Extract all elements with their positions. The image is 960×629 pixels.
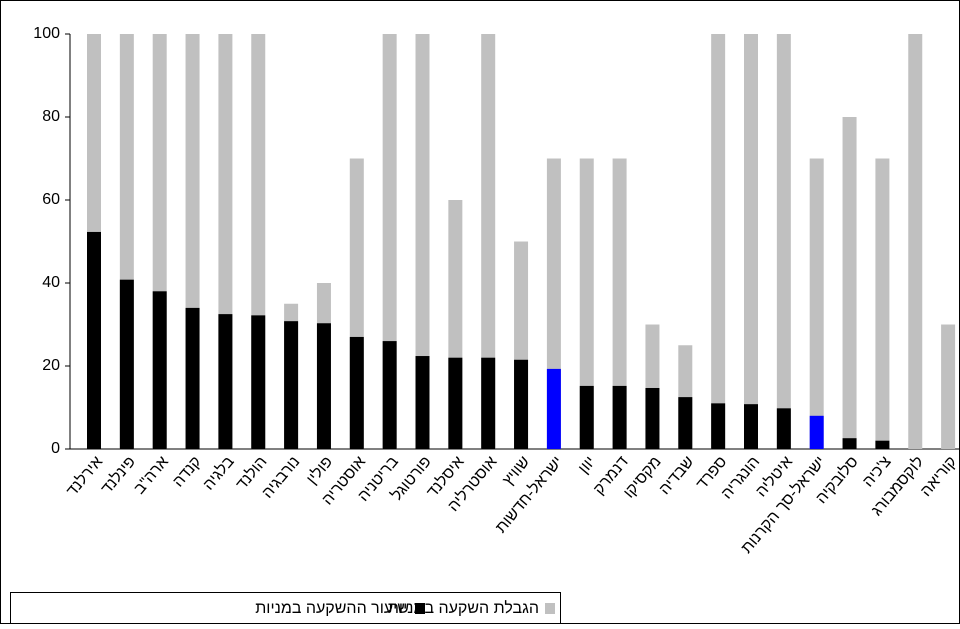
bar (612, 385, 627, 449)
y-tick-label: 100 (33, 25, 60, 42)
bar (809, 158, 824, 449)
bar (349, 336, 364, 449)
bar (711, 403, 726, 449)
bar (776, 408, 791, 449)
y-tick-label: 60 (42, 191, 60, 208)
y-tick-label: 80 (42, 108, 60, 125)
bar (875, 440, 890, 449)
bar (382, 341, 397, 449)
bar (908, 34, 923, 449)
legend-swatch (545, 603, 555, 614)
bar (645, 387, 660, 449)
bar (579, 158, 594, 449)
bar (809, 415, 824, 449)
bar (185, 307, 200, 449)
bar (481, 34, 496, 449)
bar (481, 357, 496, 449)
bar (284, 321, 299, 449)
bar (415, 356, 430, 449)
bar (514, 359, 529, 449)
bar (316, 323, 331, 449)
bar (579, 385, 594, 449)
legend-label: הגבלת השקעה במניות (388, 599, 539, 617)
y-tick-label: 40 (42, 274, 60, 291)
bar (448, 357, 463, 449)
bar (711, 34, 726, 449)
legend-label: שיעור ההשקעה במניות (255, 600, 409, 617)
legend-box (10, 592, 561, 624)
bar (875, 158, 890, 449)
bar (842, 438, 857, 449)
y-tick-label: 20 (42, 357, 60, 374)
bar (119, 279, 134, 449)
bar (744, 404, 758, 449)
bar (415, 34, 430, 449)
bar (744, 34, 758, 449)
bar (152, 291, 167, 449)
bar (218, 314, 233, 449)
bar (941, 324, 956, 449)
y-tick-label: 0 (51, 440, 60, 457)
bar (251, 315, 266, 449)
bar (546, 368, 561, 449)
bar (87, 231, 101, 449)
bar (842, 117, 857, 449)
legend-swatch (415, 603, 425, 614)
bar (678, 397, 693, 449)
bar (776, 34, 791, 449)
bar (612, 158, 627, 449)
